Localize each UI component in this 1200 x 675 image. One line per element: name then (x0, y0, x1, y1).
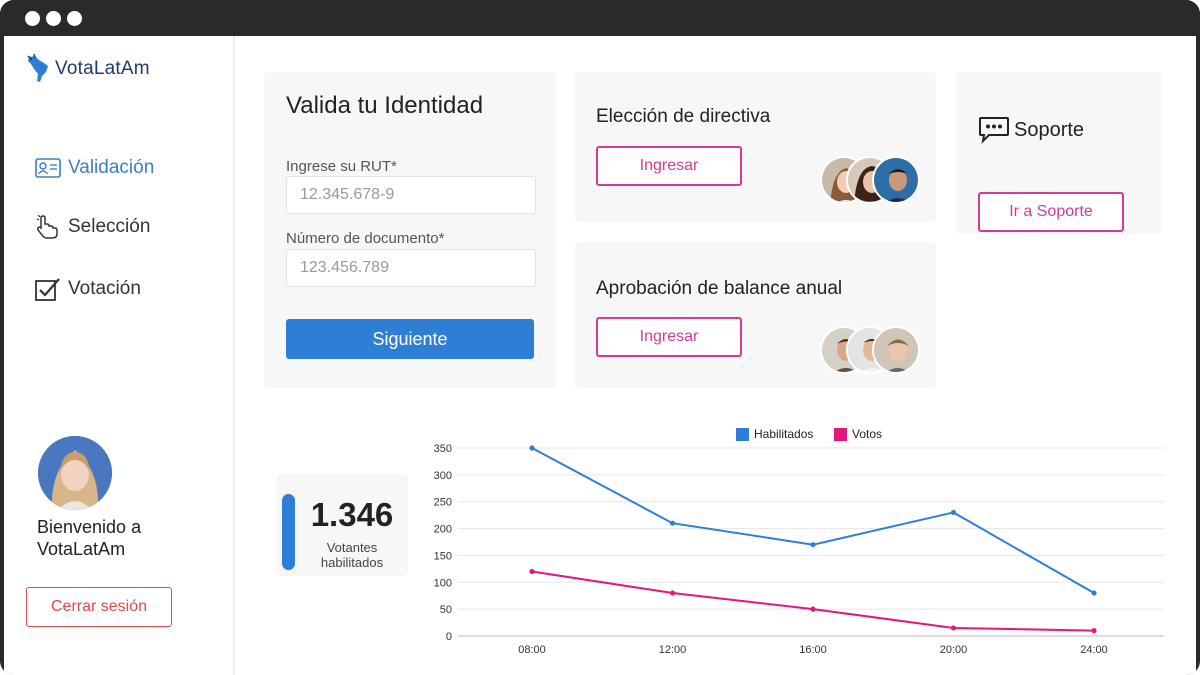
voters-stat-card: 1.346 Votantes habilitados (276, 474, 408, 576)
candidate-avatars (820, 156, 920, 204)
sidebar-item-votacion[interactable]: Votación (34, 277, 141, 301)
x-tick-label: 12:00 (659, 644, 687, 656)
data-point (669, 520, 676, 526)
avatar[interactable] (38, 436, 112, 510)
title-bar (0, 0, 1200, 36)
support-button[interactable]: Ir a Soporte (978, 192, 1124, 232)
stat-accent-bar (282, 494, 295, 570)
window-dot-3[interactable] (67, 11, 82, 26)
app-screen: VotaLatAm Validación (4, 36, 1196, 675)
support-label: Soporte (1014, 118, 1085, 141)
logout-button[interactable]: Cerrar sesión (26, 587, 172, 627)
data-point (810, 542, 816, 548)
id-card-icon (34, 156, 62, 180)
data-point (529, 568, 535, 575)
data-point (1091, 590, 1097, 596)
candidate-avatar (872, 326, 920, 374)
y-tick-label: 250 (434, 497, 452, 509)
y-tick-label: 300 (434, 470, 452, 482)
data-point (810, 606, 816, 612)
voters-label-line1: Votantes (326, 540, 378, 555)
support-card: Soporte Ir a Soporte (956, 72, 1162, 234)
identity-card: Valida tu Identidad Ingrese su RUT* Núme… (264, 72, 556, 388)
identity-title: Valida tu Identidad (286, 92, 484, 119)
voting-line-chart: 0 50 100 150 200 250 300 350 08:00 12:00 16:00 20:0… (434, 427, 1164, 656)
welcome-text: Bienvenido a VotaLatAm (37, 517, 142, 559)
election-card-directiva: Elección de directiva Ingresar (574, 72, 936, 222)
data-point (669, 590, 676, 596)
pointing-hand-icon (34, 215, 62, 239)
checkbox-icon (34, 277, 62, 301)
election-title: Aprobación de balance anual (596, 278, 843, 299)
legend-label: Habilitados (754, 427, 813, 441)
document-label: Número de documento* (286, 230, 445, 247)
voters-label: Votantes habilitados (300, 540, 404, 570)
rut-label: Ingrese su RUT* (286, 158, 397, 175)
latam-map-icon (27, 54, 48, 82)
election-title: Elección de directiva (596, 106, 771, 127)
support-title: Soporte (978, 116, 1084, 144)
y-tick-label: 100 (434, 577, 452, 589)
x-tick-label: 08:00 (518, 644, 546, 656)
voters-label-line2: habilitados (320, 555, 384, 570)
legend-swatch (736, 428, 749, 441)
data-point (1091, 628, 1097, 634)
enter-election-button[interactable]: Ingresar (596, 146, 742, 186)
sidebar: VotaLatAm Validación (4, 36, 235, 675)
election-card-balance: Aprobación de balance anual Ingresar (574, 242, 936, 388)
candidate-avatars (820, 326, 920, 374)
voters-count: 1.346 (310, 496, 394, 533)
x-tick-label: 24:00 (1080, 644, 1108, 656)
window-dot-2[interactable] (46, 11, 61, 26)
sidebar-item-validacion[interactable]: Validación (34, 156, 154, 180)
logo-text: VotaLatAm (55, 58, 150, 79)
window-dot-1[interactable] (25, 11, 40, 26)
data-point (529, 445, 535, 451)
sidebar-item-label: Selección (68, 216, 151, 237)
user-avatar-illustration (38, 436, 112, 510)
y-tick-label: 50 (440, 604, 452, 616)
legend-label: Votos (852, 427, 882, 441)
sidebar-item-seleccion[interactable]: Selección (34, 215, 150, 239)
sidebar-item-label: Votación (68, 278, 141, 299)
y-tick-label: 0 (446, 631, 452, 643)
data-point (950, 625, 957, 631)
candidate-avatar (872, 156, 920, 204)
logo: VotaLatAm (26, 54, 150, 84)
y-tick-label: 200 (434, 524, 452, 536)
y-tick-label: 350 (434, 443, 452, 455)
legend-swatch (834, 428, 847, 441)
x-tick-label: 16:00 (799, 644, 827, 656)
chat-bubble-icon (979, 117, 1009, 144)
x-tick-label: 20:00 (940, 644, 968, 656)
y-tick-label: 150 (434, 550, 452, 562)
next-button[interactable]: Siguiente (286, 319, 534, 359)
data-point (950, 509, 957, 516)
document-input[interactable] (286, 249, 536, 287)
series-line-habilitados (531, 447, 1095, 594)
enter-election-button[interactable]: Ingresar (596, 317, 742, 357)
rut-input[interactable] (286, 176, 536, 214)
series-line-votos (531, 570, 1095, 632)
sidebar-item-label: Validación (68, 157, 155, 178)
